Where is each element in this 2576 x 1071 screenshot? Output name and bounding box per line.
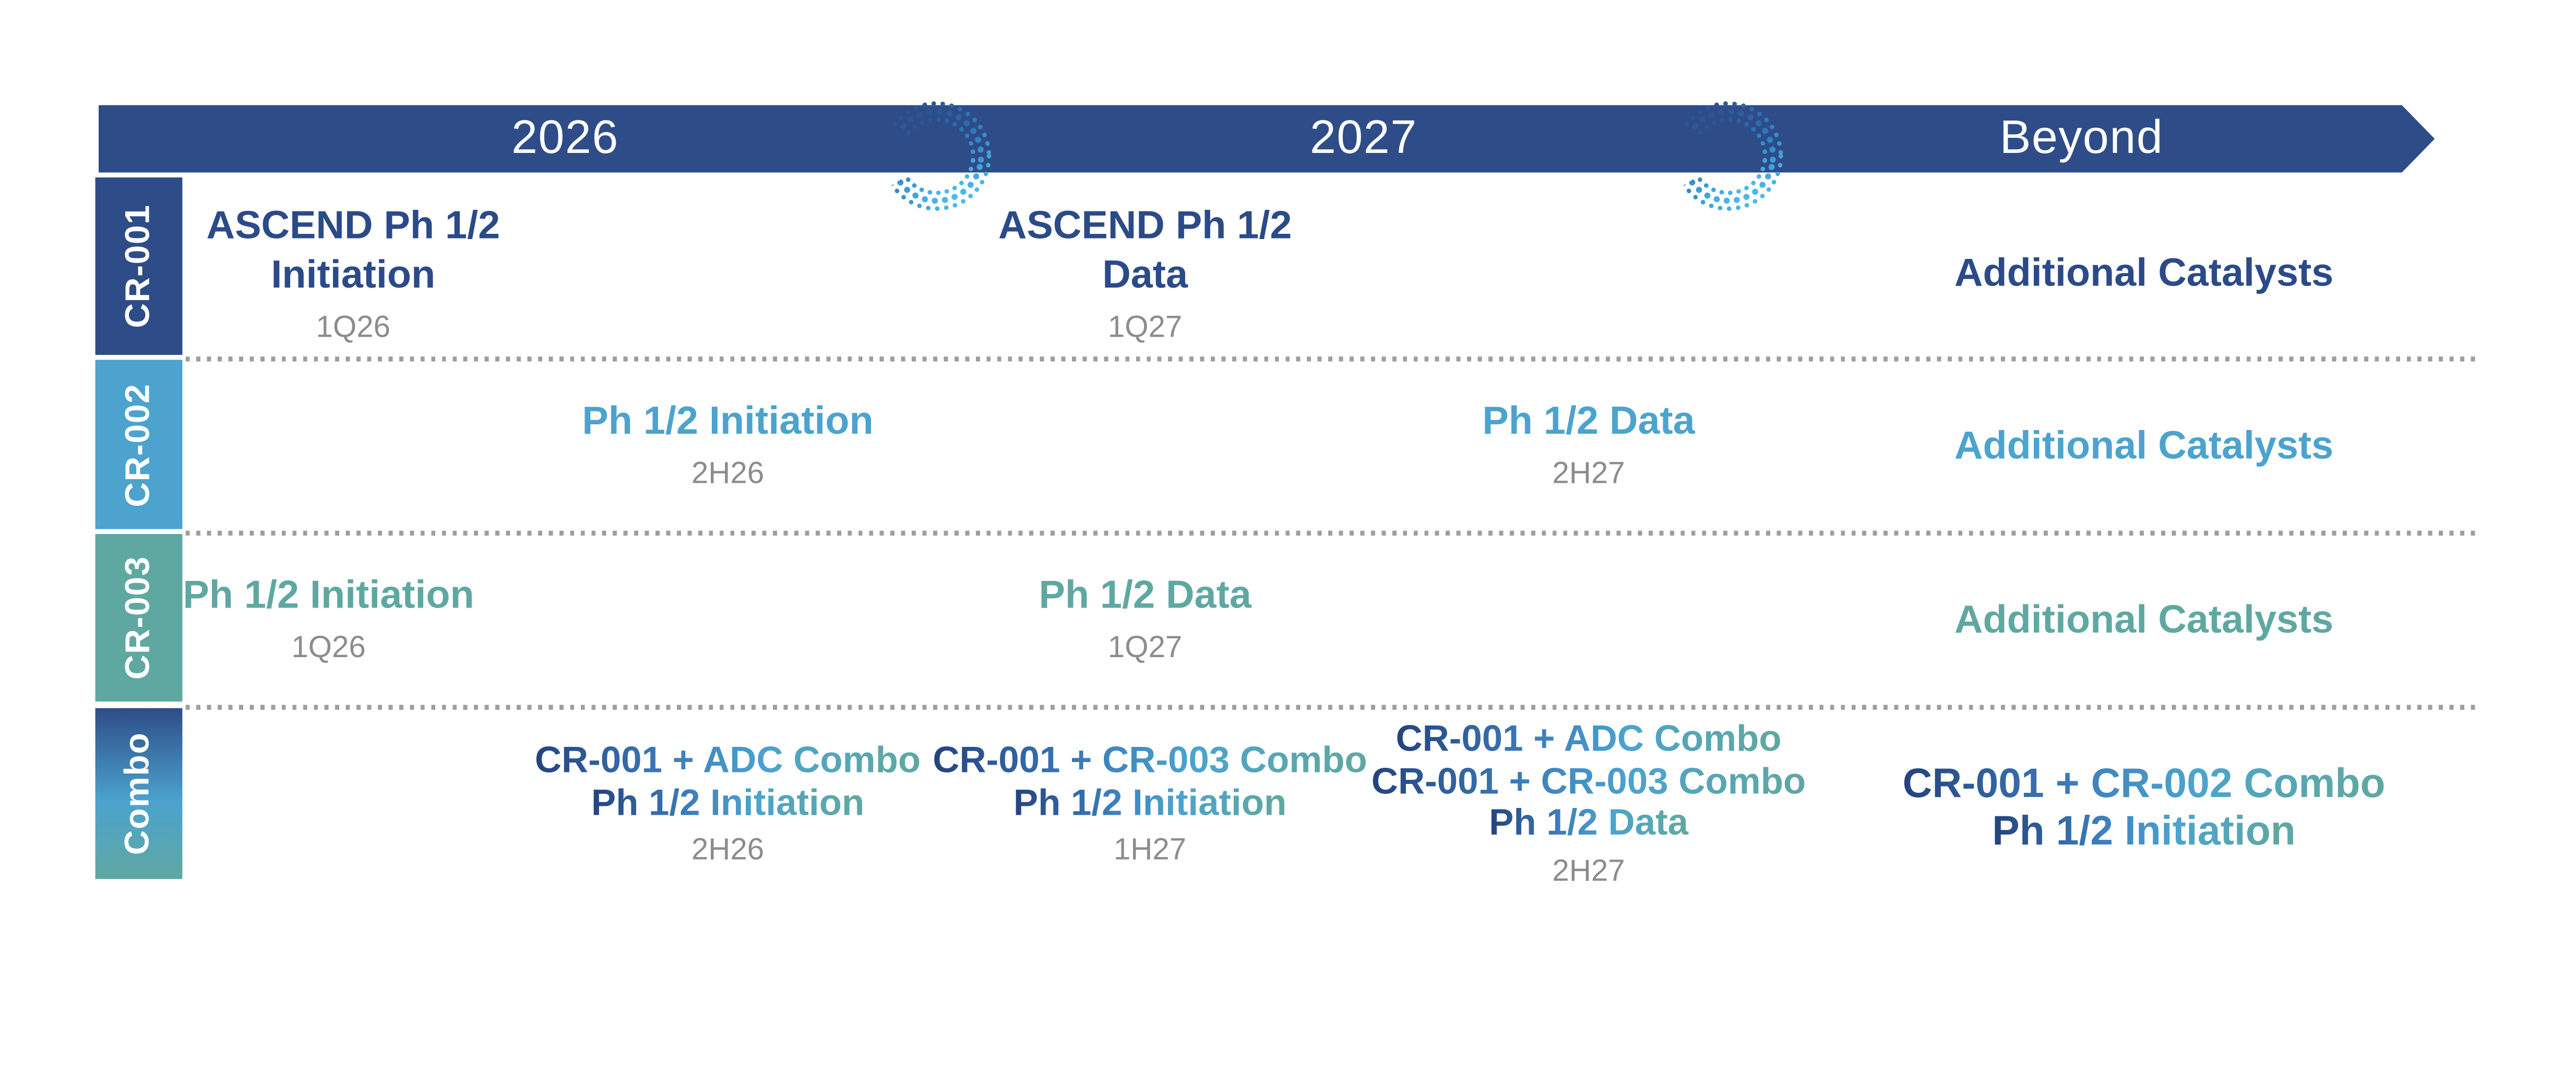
milestone-title-line: Ph 1/2 Initiation: [1013, 781, 1287, 823]
year-label-beyond: Beyond: [1999, 112, 2164, 164]
milestone-title-line: CR-001 + ADC Combo: [534, 739, 921, 781]
milestone-combo-adc-initiation: CR-001 + ADC Combo Ph 1/2 Initiation 2H2…: [465, 740, 991, 868]
milestone-cr002-additional-catalysts: Additional Catalysts: [1881, 422, 2406, 471]
row-label-text: CR-002: [119, 382, 157, 507]
milestone-date: 1Q27: [1107, 308, 1183, 343]
row-separator-dotted: [185, 530, 2481, 536]
milestone-date: 2H27: [1552, 455, 1625, 490]
milestone-title-line: Additional Catalysts: [1954, 251, 2334, 296]
milestone-cr003-initiation: Ph 1/2 Initiation 1Q26: [82, 572, 575, 665]
milestone-date: 2H27: [1552, 852, 1625, 887]
milestone-title-line: Ph 1/2 Initiation: [183, 573, 474, 618]
row-label-cr-001: CR-001: [95, 177, 183, 355]
milestone-title-line: Ph 1/2 Data: [1489, 802, 1689, 843]
row-label-combo: Combo: [95, 708, 183, 879]
milestone-date: 1Q26: [316, 308, 391, 343]
milestone-date: 2H26: [691, 831, 765, 866]
milestone-title-line: CR-001 + CR-003 Combo: [1371, 759, 1806, 801]
milestone-title-line: Initiation: [271, 253, 436, 298]
milestone-title-line: CR-001 + CR-003 Combo: [933, 739, 1367, 781]
milestone-title-line: ASCEND Ph 1/2: [206, 204, 500, 248]
row-label-cr-002: CR-002: [95, 360, 183, 529]
milestone-date: 1Q27: [1107, 629, 1183, 664]
row-label-text: Combo: [119, 732, 157, 855]
milestone-cr001-ascend-data: ASCEND Ph 1/2 Data 1Q27: [899, 202, 1391, 345]
milestone-cr003-data: Ph 1/2 Data 1Q27: [899, 572, 1391, 665]
milestone-date: 1H27: [1113, 831, 1187, 866]
milestone-title-line: Additional Catalysts: [1954, 598, 2334, 642]
milestone-title-line: Additional Catalysts: [1954, 424, 2334, 469]
row-separator-dotted: [185, 705, 2481, 710]
row-label-cr-003: CR-003: [95, 534, 183, 702]
milestone-title-line: ASCEND Ph 1/2: [998, 204, 1292, 248]
milestone-date: 2H26: [691, 455, 765, 490]
milestone-combo-cr003-initiation: CR-001 + CR-003 Combo Ph 1/2 Initiation …: [887, 740, 1413, 868]
milestone-title-line: CR-001 + ADC Combo: [1396, 718, 1782, 759]
milestone-title-line: Ph 1/2 Initiation: [582, 399, 874, 444]
milestone-date: 1Q26: [291, 629, 366, 664]
milestone-title-line: CR-001 + CR-002 Combo: [1902, 760, 2386, 807]
milestone-title-line: Data: [1102, 253, 1188, 298]
milestone-title-line: Ph 1/2 Initiation: [1992, 807, 2296, 854]
milestone-cr001-ascend-initiation: ASCEND Ph 1/2 Initiation 1Q26: [107, 202, 600, 345]
milestone-combo-data: CR-001 + ADC Combo CR-001 + CR-003 Combo…: [1309, 718, 1868, 888]
milestone-title-line: Ph 1/2 Data: [1482, 399, 1695, 444]
timeline-header-arrow: 2026 2027 Beyond: [99, 105, 2435, 172]
milestone-title-line: Ph 1/2 Data: [1039, 573, 1251, 618]
halftone-ring-icon: [1673, 101, 1783, 211]
halftone-ring-icon: [881, 101, 992, 211]
row-separator-dotted: [185, 356, 2481, 362]
milestone-cr002-initiation: Ph 1/2 Initiation 2H26: [481, 398, 974, 491]
milestone-cr002-data: Ph 1/2 Data 2H27: [1342, 398, 1835, 491]
milestone-cr003-additional-catalysts: Additional Catalysts: [1881, 597, 2406, 646]
milestone-cr001-additional-catalysts: Additional Catalysts: [1881, 249, 2406, 299]
year-label-2026: 2026: [511, 112, 619, 164]
milestone-combo-cr002-initiation: CR-001 + CR-002 Combo Ph 1/2 Initiation: [1848, 761, 2439, 854]
milestone-title-line: Ph 1/2 Initiation: [591, 781, 865, 823]
year-label-2027: 2027: [1309, 112, 1417, 164]
